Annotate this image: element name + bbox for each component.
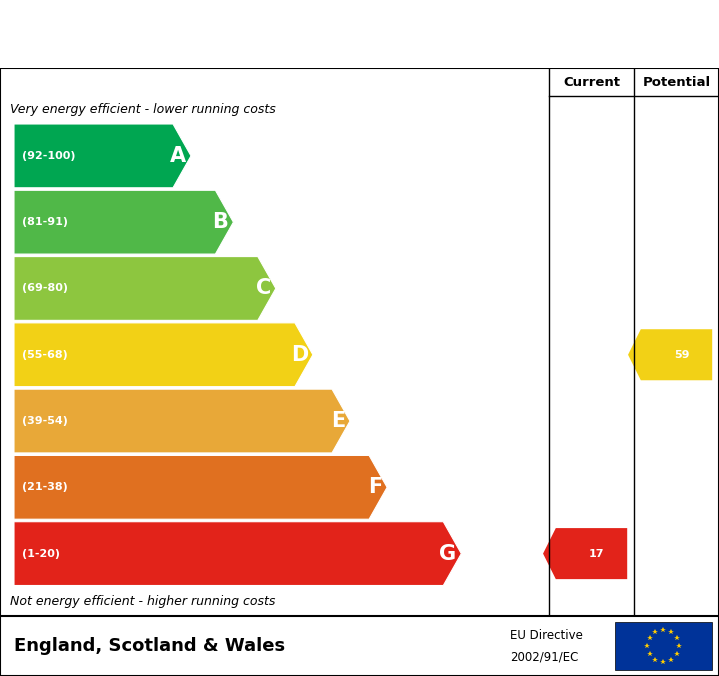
Text: Current: Current [563,76,620,89]
Text: C: C [255,279,271,299]
Text: Very energy efficient - lower running costs: Very energy efficient - lower running co… [10,103,276,116]
Text: F: F [368,477,382,498]
Polygon shape [14,522,462,585]
Polygon shape [543,528,627,579]
Polygon shape [14,190,234,254]
Text: A: A [170,146,186,166]
Text: G: G [439,544,457,564]
Text: England, Scotland & Wales: England, Scotland & Wales [14,637,285,655]
Text: (92-100): (92-100) [22,151,75,161]
Text: 2002/91/EC: 2002/91/EC [510,650,579,663]
Text: (69-80): (69-80) [22,283,68,293]
Bar [615,622,712,670]
Text: Potential: Potential [643,76,710,89]
Text: (55-68): (55-68) [22,349,68,360]
Polygon shape [14,257,276,320]
Polygon shape [628,329,713,381]
Text: (21-38): (21-38) [22,482,68,492]
Text: (81-91): (81-91) [22,217,68,227]
Text: EU Directive: EU Directive [510,629,583,642]
Text: B: B [213,212,229,232]
Polygon shape [14,456,387,519]
Text: 17: 17 [589,549,604,558]
Text: Energy Efficiency Rating: Energy Efficiency Rating [18,20,438,49]
Text: E: E [331,411,345,431]
Polygon shape [14,389,350,453]
Polygon shape [14,323,313,387]
Text: Not energy efficient - higher running costs: Not energy efficient - higher running co… [10,596,275,608]
Text: (39-54): (39-54) [22,416,68,426]
Polygon shape [14,124,191,188]
Text: D: D [290,345,308,365]
Text: 59: 59 [674,349,690,360]
Text: (1-20): (1-20) [22,549,60,558]
